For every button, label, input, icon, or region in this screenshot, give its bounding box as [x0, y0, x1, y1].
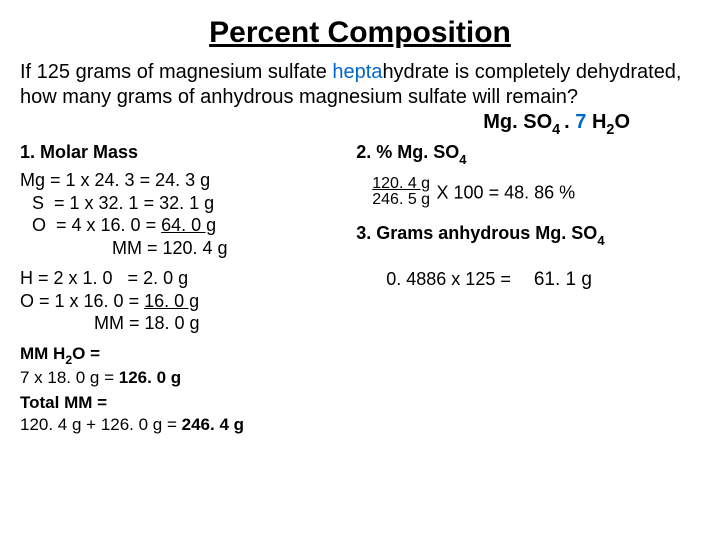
mmh2o-result: 126. 0 g [119, 368, 181, 387]
left-column: 1. Molar Mass Mg = 1 x 24. 3 = 24. 3 g S… [20, 138, 350, 443]
fraction: 120. 4 g 246. 5 g [370, 176, 432, 210]
total-label: Total MM = [20, 393, 107, 412]
h-line: H = 2 x 1. 0 = 2. 0 g [20, 267, 350, 290]
formula-seven: 7 [575, 111, 586, 133]
question-text: If 125 grams of magnesium sulfate heptah… [20, 60, 700, 110]
s-line: S = 1 x 32. 1 = 32. 1 g [20, 192, 350, 215]
slide: Percent Composition If 125 grams of magn… [0, 0, 720, 453]
section2-heading: 2. % Mg. SO4 [356, 142, 700, 166]
h2-sub: 4 [459, 152, 466, 167]
o-line: O = 4 x 16. 0 = 64. 0 g [20, 214, 350, 237]
mg-line: Mg = 1 x 24. 3 = 24. 3 g [20, 169, 350, 192]
formula-sub1: 4 [552, 122, 564, 138]
right-column: 2. % Mg. SO4 120. 4 g 246. 5 g X 100 = 4… [350, 138, 700, 443]
o-line-underline: 64. 0 g [161, 215, 216, 235]
section3-heading: 3. Grams anhydrous Mg. SO4 [356, 223, 700, 247]
h3-sub: 4 [597, 233, 604, 248]
mmh2o-calc: 7 x 18. 0 g = [20, 368, 119, 387]
fraction-denominator: 246. 5 g [370, 192, 432, 209]
formula-text3: O [614, 111, 630, 133]
total-result: 246. 4 g [182, 415, 244, 434]
section1-heading: 1. Molar Mass [20, 142, 350, 163]
page-title: Percent Composition [20, 16, 700, 50]
o-line-text: O = 4 x 16. 0 = [32, 215, 161, 235]
o2-line: O = 1 x 16. 0 = 16. 0 g [20, 290, 350, 313]
h3-text: 3. Grams anhydrous Mg. SO [356, 223, 597, 243]
mm-h2o-total: MM H2O = 7 x 18. 0 g = 126. 0 g [20, 343, 350, 389]
molar-mass-mgso4: Mg = 1 x 24. 3 = 24. 3 g S = 1 x 32. 1 =… [20, 169, 350, 259]
mm-line: MM = 120. 4 g [20, 237, 350, 260]
molar-mass-h2o: H = 2 x 1. 0 = 2. 0 g O = 1 x 16. 0 = 16… [20, 267, 350, 335]
o2-line-text: O = 1 x 16. 0 = [20, 291, 144, 311]
content-columns: 1. Molar Mass Mg = 1 x 24. 3 = 24. 3 g S… [20, 138, 700, 443]
answer-value: 61. 1 g [534, 269, 592, 290]
formula-text2: H [586, 111, 606, 133]
o2-line-underline: 16. 0 g [144, 291, 199, 311]
fraction-rhs: X 100 = 48. 86 % [437, 182, 576, 202]
mmh2o-label: MM H2O = [20, 344, 100, 363]
formula-text1: Mg. SO [483, 111, 552, 133]
answer-lhs: 0. 4886 x 125 = [386, 269, 516, 289]
mmh2o-sub: 2 [65, 353, 72, 367]
final-answer: 0. 4886 x 125 = 61. 1 g [356, 269, 700, 291]
chemical-formula: Mg. SO4 . 7 H2O [483, 110, 700, 138]
total-mm: Total MM = 120. 4 g + 126. 0 g = 246. 4 … [20, 392, 350, 435]
mmh2o-p2: O = [72, 344, 100, 363]
mm2-line: MM = 18. 0 g [20, 312, 350, 335]
fraction-numerator: 120. 4 g [370, 176, 432, 193]
percent-calc: 120. 4 g 246. 5 g X 100 = 48. 86 % [356, 176, 700, 210]
formula-dot: . [564, 111, 575, 133]
hepta-prefix: hepta [332, 61, 382, 83]
total-calc: 120. 4 g + 126. 0 g = [20, 415, 182, 434]
h2-text: 2. % Mg. SO [356, 142, 459, 162]
question-part1: If 125 grams of magnesium sulfate [20, 61, 332, 83]
mmh2o-p1: MM H [20, 344, 65, 363]
formula-sub2: 2 [606, 122, 614, 138]
